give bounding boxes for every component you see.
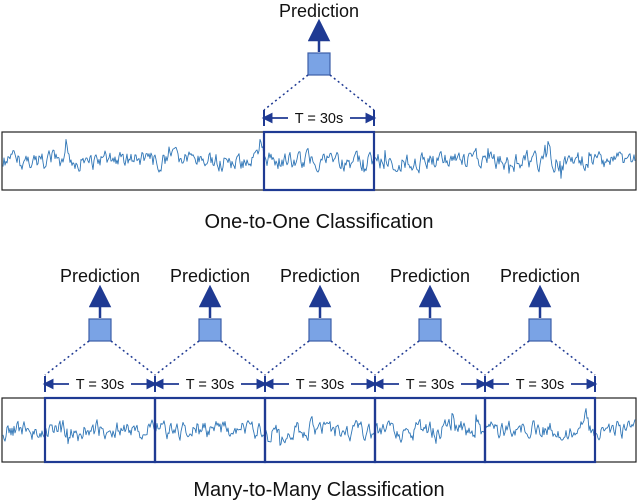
classification-window [262,130,376,192]
projection-line-left [484,340,530,376]
projection-line-left [44,340,90,376]
classification-windows [43,396,597,464]
projection-line-right [330,340,376,376]
projection-line-right [440,340,486,376]
eeg-signal-trace [2,408,636,446]
window-duration-label: T = 30s [406,377,455,393]
classification-window [263,396,377,464]
classifier-box [308,318,332,342]
classification-window [483,396,597,464]
prediction-label: Prediction [500,266,580,286]
classifier-box [528,318,552,342]
projection-line-left [374,340,420,376]
projection-line-right [329,74,375,111]
prediction-window-group: Prediction T = 30s [42,266,158,393]
classifier-box [418,318,442,342]
eeg-signal-trace [2,138,636,179]
prediction-label: Prediction [390,266,470,286]
classifier-box [88,318,112,342]
window-duration-label: T = 30s [516,377,565,393]
prediction-label: Prediction [280,266,360,286]
classifier-box [307,52,331,76]
prediction-label: Prediction [279,1,359,21]
one-to-one-panel: Prediction T = 30s One-to-One Classifica… [1,1,637,233]
prediction-window-group: Prediction T = 30s [372,266,488,393]
projection-line-left [263,74,309,111]
duration-bracket: T = 30s [261,110,377,127]
window-duration-label: T = 30s [76,377,125,393]
classifier-box [198,318,222,342]
projection-line-right [550,340,596,376]
projection-line-right [110,340,156,376]
prediction-label: Prediction [170,266,250,286]
prediction-window-group: Prediction T = 30s [262,266,378,393]
prediction-label: Prediction [60,266,140,286]
projection-line-left [154,340,200,376]
window-duration-label: T = 30s [186,377,235,393]
prediction-window-group: Prediction T = 30s [152,266,268,393]
projection-line-left [264,340,310,376]
many-to-many-caption: Many-to-Many Classification [193,479,444,501]
window-duration-label: T = 30s [296,377,345,393]
window-duration-label: T = 30s [295,111,344,127]
projection-line-right [220,340,266,376]
prediction-window-group: Prediction T = 30s [482,266,598,393]
signal-frame [1,397,637,463]
one-to-one-caption: One-to-One Classification [205,211,434,233]
